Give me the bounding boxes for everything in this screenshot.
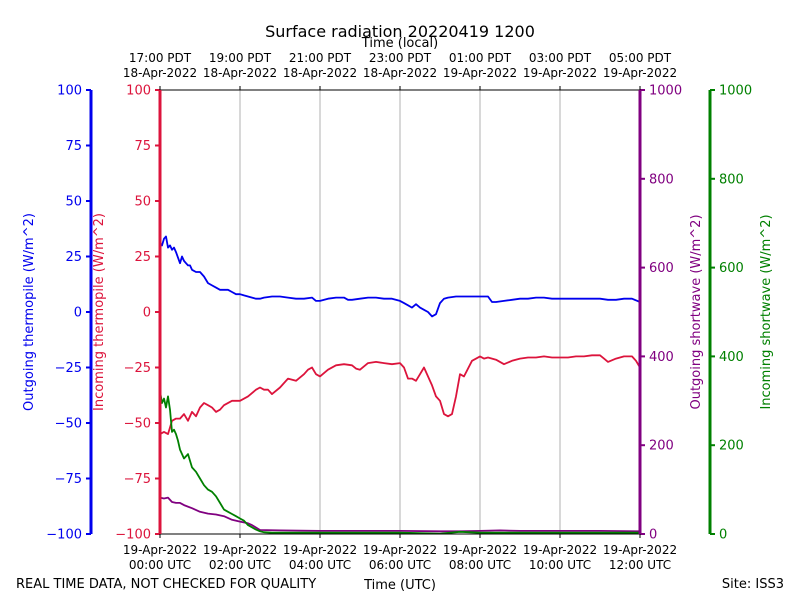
y-tick-label-incoming-shortwave-3: 600 — [719, 261, 744, 276]
x-tick-label-bottom-time-0: 00:00 UTC — [129, 558, 191, 572]
x-tick-label-top-date-3: 18-Apr-2022 — [363, 66, 437, 80]
x-tick-label-top-time-4: 01:00 PDT — [449, 51, 512, 65]
x-tick-label-top-time-5: 03:00 PDT — [529, 51, 592, 65]
y-axis-label-incoming-thermopile: Incoming thermopile (W/m^2) — [92, 213, 107, 411]
y-tick-label-outgoing-thermopile-8: −100 — [46, 528, 82, 543]
grid-layer — [239, 90, 561, 534]
y-tick-label-incoming-shortwave-1: 200 — [719, 439, 744, 454]
series-line-outgoing-shortwave — [159, 496, 641, 533]
y-tick-label-incoming-shortwave-5: 1000 — [719, 84, 752, 99]
y-tick-label-outgoing-thermopile-6: −50 — [55, 417, 82, 432]
series-line-incoming-shortwave — [159, 390, 640, 535]
y-tick-label-outgoing-shortwave-4: 800 — [649, 172, 674, 187]
y-tick-label-outgoing-thermopile-0: 100 — [57, 84, 82, 99]
y-tick-label-incoming-shortwave-0: 0 — [719, 528, 727, 543]
x-tick-label-bottom-time-2: 04:00 UTC — [289, 558, 351, 572]
y-tick-label-outgoing-shortwave-2: 400 — [649, 350, 674, 365]
x-tick-label-top-time-6: 05:00 PDT — [609, 51, 672, 65]
series-line-incoming-thermopile — [159, 354, 641, 436]
y-axis-label-outgoing-shortwave: Outgoing shortwave (W/m^2) — [689, 214, 704, 409]
y-tick-label-outgoing-thermopile-5: −25 — [55, 361, 82, 376]
quality-disclaimer: REAL TIME DATA, NOT CHECKED FOR QUALITY — [16, 577, 316, 592]
y-tick-label-incoming-thermopile-6: −50 — [124, 417, 151, 432]
x-tick-label-top-date-5: 19-Apr-2022 — [523, 66, 597, 80]
x-tick-label-top-date-6: 19-Apr-2022 — [603, 66, 677, 80]
y-axis-label-outgoing-thermopile: Outgoing thermopile (W/m^2) — [22, 213, 37, 411]
y-axis-label-incoming-shortwave: Incoming shortwave (W/m^2) — [759, 214, 774, 409]
y-tick-label-outgoing-thermopile-1: 75 — [65, 139, 82, 154]
y-tick-label-outgoing-shortwave-5: 1000 — [649, 84, 682, 99]
chart-title: Surface radiation 20220419 1200 — [265, 22, 535, 41]
y-tick-label-incoming-thermopile-1: 75 — [134, 139, 151, 154]
x-tick-label-bottom-date-4: 19-Apr-2022 — [443, 543, 517, 557]
x-tick-label-bottom-date-0: 19-Apr-2022 — [123, 543, 197, 557]
y-tick-label-incoming-thermopile-3: 25 — [134, 250, 151, 265]
x-tick-label-bottom-time-5: 10:00 UTC — [529, 558, 591, 572]
ticks-layer: 100 75 50 25 0 −25 −50 −75 −100 100 75 50 25 0 −25 −50 −… — [46, 51, 752, 572]
x-tick-label-top-time-1: 19:00 PDT — [209, 51, 272, 65]
top-axis-label: Time (local) — [361, 36, 438, 51]
y-tick-label-incoming-shortwave-4: 800 — [719, 172, 744, 187]
x-tick-label-bottom-date-1: 19-Apr-2022 — [203, 543, 277, 557]
y-tick-label-incoming-thermopile-4: 0 — [143, 306, 151, 321]
y-tick-label-outgoing-thermopile-2: 50 — [65, 195, 82, 210]
y-tick-label-outgoing-shortwave-3: 600 — [649, 261, 674, 276]
x-tick-label-top-time-0: 17:00 PDT — [129, 51, 192, 65]
bottom-axis-label: Time (UTC) — [363, 578, 436, 593]
y-tick-label-incoming-thermopile-7: −75 — [124, 472, 151, 487]
x-tick-label-bottom-date-2: 19-Apr-2022 — [283, 543, 357, 557]
y-tick-label-outgoing-thermopile-7: −75 — [55, 472, 82, 487]
x-tick-label-top-time-3: 23:00 PDT — [369, 51, 432, 65]
x-tick-label-top-date-0: 18-Apr-2022 — [123, 66, 197, 80]
x-tick-label-top-date-2: 18-Apr-2022 — [283, 66, 357, 80]
x-tick-label-bottom-time-3: 06:00 UTC — [369, 558, 431, 572]
y-tick-label-incoming-thermopile-5: −25 — [124, 361, 151, 376]
x-tick-label-bottom-date-3: 19-Apr-2022 — [363, 543, 437, 557]
y-tick-label-outgoing-thermopile-3: 25 — [65, 250, 82, 265]
y-tick-label-incoming-thermopile-8: −100 — [115, 528, 151, 543]
x-tick-label-bottom-date-6: 19-Apr-2022 — [603, 543, 677, 557]
y-tick-label-incoming-thermopile-2: 50 — [134, 195, 151, 210]
y-tick-label-outgoing-thermopile-4: 0 — [74, 306, 82, 321]
y-tick-label-incoming-thermopile-0: 100 — [126, 84, 151, 99]
x-tick-label-bottom-time-6: 12:00 UTC — [609, 558, 671, 572]
x-tick-label-top-date-4: 19-Apr-2022 — [443, 66, 517, 80]
x-tick-label-bottom-time-1: 02:00 UTC — [209, 558, 271, 572]
y-tick-label-outgoing-shortwave-1: 200 — [649, 439, 674, 454]
x-tick-label-bottom-date-5: 19-Apr-2022 — [523, 543, 597, 557]
x-tick-label-bottom-time-4: 08:00 UTC — [449, 558, 511, 572]
x-tick-label-top-time-2: 21:00 PDT — [289, 51, 352, 65]
y-tick-label-outgoing-shortwave-0: 0 — [649, 528, 657, 543]
site-label: Site: ISS3 — [722, 577, 784, 592]
y-tick-label-incoming-shortwave-2: 400 — [719, 350, 744, 365]
series-layer — [159, 235, 641, 535]
series-line-outgoing-thermopile — [159, 235, 641, 318]
x-tick-label-top-date-1: 18-Apr-2022 — [203, 66, 277, 80]
